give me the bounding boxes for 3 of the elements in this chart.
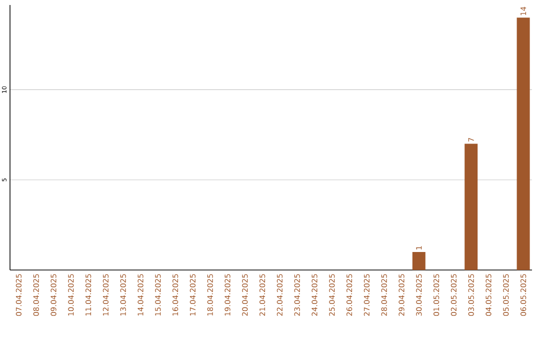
bar bbox=[516, 18, 530, 270]
bar bbox=[464, 144, 478, 270]
bar bbox=[412, 252, 426, 270]
